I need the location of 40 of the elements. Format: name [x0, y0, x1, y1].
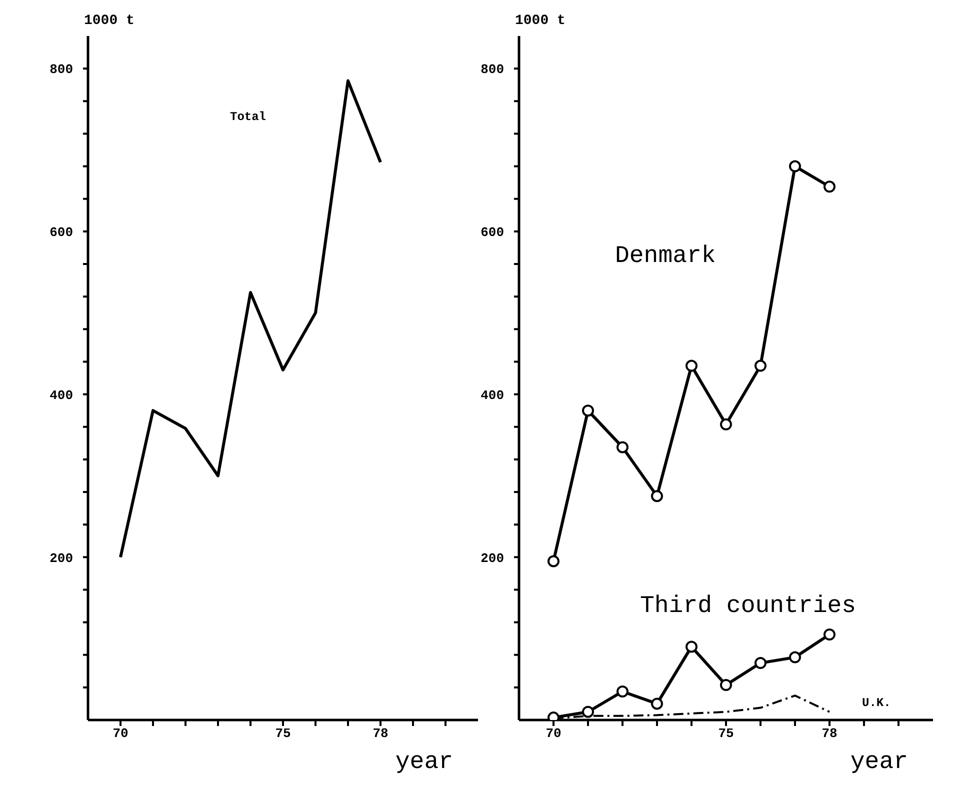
point [789, 651, 801, 664]
point [754, 657, 766, 669]
point [824, 628, 836, 640]
point [616, 441, 628, 454]
x-tick-label: 70 [546, 726, 562, 742]
text: U.K. [862, 696, 891, 710]
x-axis-title: year [850, 749, 908, 776]
x-tick-label: 78 [822, 726, 838, 742]
y-tick-label: 800 [480, 62, 504, 78]
x-axis-title: year [395, 749, 453, 776]
point [720, 678, 732, 691]
y-tick-label: 600 [480, 225, 504, 240]
y-tick-label: 200 [480, 550, 504, 566]
point [651, 490, 663, 502]
y-axis-title: 1000 t [515, 13, 566, 29]
y-tick-label: 800 [50, 62, 74, 78]
point [686, 640, 698, 653]
x-tick-label: 70 [112, 726, 128, 742]
y-tick-label: 400 [480, 388, 504, 403]
point [824, 180, 836, 193]
point [789, 160, 801, 172]
series-label: Third countries [640, 593, 856, 620]
point [616, 686, 628, 698]
y-tick-label: 600 [50, 225, 74, 240]
x-tick-label: 78 [372, 726, 388, 742]
point [548, 555, 560, 568]
text: Total [230, 110, 266, 124]
point [582, 404, 594, 417]
x-tick-label: 75 [275, 726, 291, 742]
x-tick-label: 75 [718, 726, 734, 742]
point [582, 706, 594, 718]
point [686, 360, 698, 372]
point [754, 360, 766, 372]
point [651, 698, 663, 710]
y-tick-label: 400 [50, 388, 74, 403]
y-tick-label: 200 [50, 550, 74, 566]
point [720, 418, 732, 430]
y-axis-title: 1000 t [84, 13, 134, 29]
line-series [119, 79, 382, 559]
text: Denmark [615, 243, 716, 270]
